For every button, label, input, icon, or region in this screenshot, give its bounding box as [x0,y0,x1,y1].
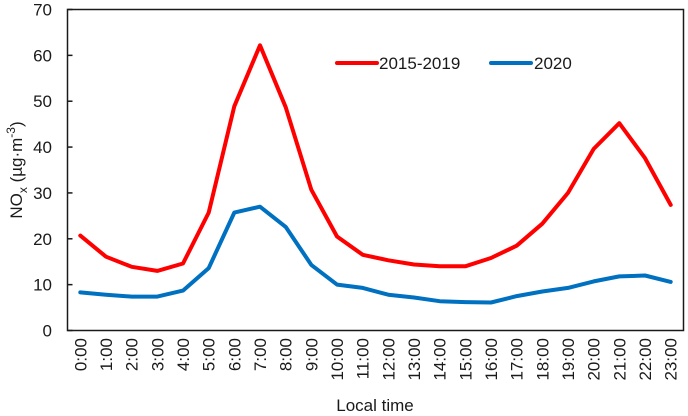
series-lines [78,43,673,305]
x-tick-label: 21:00 [610,338,629,381]
y-tick-label: 60 [33,46,52,65]
x-tick-label: 19:00 [559,338,578,381]
y-axis-title: NOx (µg·m-3) [4,121,30,218]
x-tick-label: 15:00 [456,338,475,381]
x-tick-label: 12:00 [379,338,398,381]
plot-area [66,8,685,332]
x-tick-label: 2:00 [123,338,142,371]
series-line-2020 [78,204,673,305]
x-tick-label: 17:00 [508,338,527,381]
y-tick-label: 10 [33,276,52,295]
x-tick-label: 18:00 [533,338,552,381]
x-tick-label: 8:00 [277,338,296,371]
x-tick-label: 9:00 [302,338,321,371]
y-tick-label: 50 [33,92,52,111]
x-tick-label: 22:00 [636,338,655,381]
y-tick-label: 20 [33,230,52,249]
x-tick-label: 16:00 [482,338,501,381]
legend: 2015-2019 2020 [335,54,572,73]
x-tick-label: 7:00 [251,338,270,371]
x-tick-label: 23:00 [662,338,681,381]
x-tick-label: 3:00 [148,338,167,371]
y-tick-label: 0 [43,322,52,341]
legend-label: 2015-2019 [379,54,460,73]
x-tick-label: 13:00 [405,338,424,381]
x-axis-title: Local time [336,396,413,415]
x-tick-label: 20:00 [585,338,604,381]
y-axis: 0 10 20 30 40 50 60 70 [33,1,73,341]
x-tick-label: 14:00 [431,338,450,381]
y-tick-label: 40 [33,138,52,157]
y-tick-label: 70 [33,1,52,20]
x-tick-label: 11:00 [354,338,373,379]
x-tick-label: 6:00 [225,338,244,371]
x-tick-label: 0:00 [71,338,90,371]
x-tick-label: 1:00 [97,338,116,371]
series-line-2015-2019 [78,43,673,273]
x-tick-label: 4:00 [174,338,193,371]
x-tick-label: 5:00 [200,338,219,371]
legend-label: 2020 [534,54,572,73]
y-tick-label: 30 [33,184,52,203]
x-axis: 0:00 1:00 2:00 3:00 4:00 5:00 6:00 7:00 8:00 9:00… [71,338,680,381]
x-tick-label: 10:00 [328,338,347,381]
plot-frame [66,8,685,332]
